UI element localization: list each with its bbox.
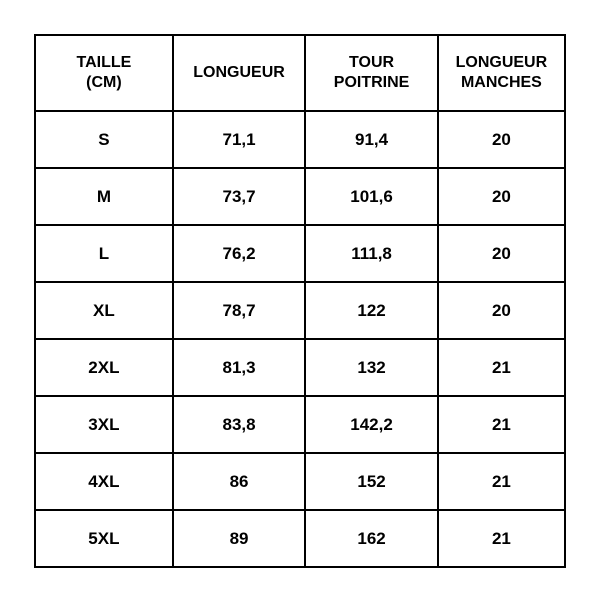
cell-size: L <box>35 225 173 282</box>
cell-tour-poitrine: 101,6 <box>305 168 438 225</box>
table-row: 5XL 89 162 21 <box>35 510 565 567</box>
cell-longueur-manches: 20 <box>438 225 565 282</box>
header-line2: (CM) <box>42 73 166 93</box>
table-row: 3XL 83,8 142,2 21 <box>35 396 565 453</box>
size-chart-container: TAILLE (CM) LONGUEUR TOUR POITRINE LONGU… <box>0 0 600 600</box>
table-row: 2XL 81,3 132 21 <box>35 339 565 396</box>
cell-longueur-manches: 21 <box>438 396 565 453</box>
cell-longueur-manches: 21 <box>438 510 565 567</box>
cell-size: 5XL <box>35 510 173 567</box>
cell-size: S <box>35 111 173 168</box>
cell-tour-poitrine: 91,4 <box>305 111 438 168</box>
cell-tour-poitrine: 132 <box>305 339 438 396</box>
cell-longueur-manches: 20 <box>438 111 565 168</box>
cell-tour-poitrine: 162 <box>305 510 438 567</box>
cell-tour-poitrine: 152 <box>305 453 438 510</box>
cell-tour-poitrine: 122 <box>305 282 438 339</box>
table-row: M 73,7 101,6 20 <box>35 168 565 225</box>
cell-longueur-manches: 20 <box>438 168 565 225</box>
header-line1: TOUR <box>312 53 431 73</box>
cell-size: 2XL <box>35 339 173 396</box>
col-header-taille: TAILLE (CM) <box>35 35 173 111</box>
cell-size: 4XL <box>35 453 173 510</box>
header-line1: LONGUEUR <box>445 53 558 73</box>
cell-longueur: 83,8 <box>173 396 306 453</box>
table-row: L 76,2 111,8 20 <box>35 225 565 282</box>
table-header-row: TAILLE (CM) LONGUEUR TOUR POITRINE LONGU… <box>35 35 565 111</box>
cell-longueur: 73,7 <box>173 168 306 225</box>
header-line2: POITRINE <box>312 73 431 93</box>
table-row: S 71,1 91,4 20 <box>35 111 565 168</box>
cell-tour-poitrine: 142,2 <box>305 396 438 453</box>
header-line2: MANCHES <box>445 73 558 93</box>
col-header-longueur: LONGUEUR <box>173 35 306 111</box>
cell-longueur: 86 <box>173 453 306 510</box>
col-header-tour-poitrine: TOUR POITRINE <box>305 35 438 111</box>
cell-longueur-manches: 21 <box>438 339 565 396</box>
cell-longueur: 76,2 <box>173 225 306 282</box>
cell-longueur: 78,7 <box>173 282 306 339</box>
cell-longueur-manches: 21 <box>438 453 565 510</box>
cell-longueur: 81,3 <box>173 339 306 396</box>
header-line1: TAILLE <box>42 53 166 73</box>
table-row: 4XL 86 152 21 <box>35 453 565 510</box>
cell-size: M <box>35 168 173 225</box>
col-header-longueur-manches: LONGUEUR MANCHES <box>438 35 565 111</box>
table-row: XL 78,7 122 20 <box>35 282 565 339</box>
header-line1: LONGUEUR <box>180 63 299 83</box>
cell-size: XL <box>35 282 173 339</box>
cell-longueur: 89 <box>173 510 306 567</box>
size-table: TAILLE (CM) LONGUEUR TOUR POITRINE LONGU… <box>34 34 566 568</box>
cell-size: 3XL <box>35 396 173 453</box>
cell-longueur: 71,1 <box>173 111 306 168</box>
cell-longueur-manches: 20 <box>438 282 565 339</box>
cell-tour-poitrine: 111,8 <box>305 225 438 282</box>
